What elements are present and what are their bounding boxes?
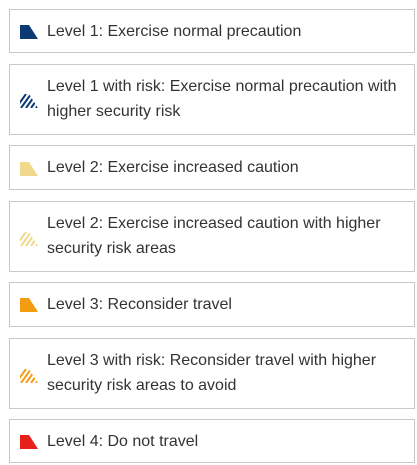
legend-label-level-1-with-risk: Level 1 with risk: Exercise normal preca… xyxy=(47,74,406,124)
legend-label-level-2: Level 2: Exercise increased caution xyxy=(47,155,406,180)
level-3-flag-shape xyxy=(20,298,38,312)
level-4-flag-shape xyxy=(20,435,38,449)
level-2-flag-shape xyxy=(20,162,38,176)
level-3-risk-hatched-flag-icon xyxy=(20,369,38,383)
legend-item-level-1[interactable]: Level 1: Exercise normal precaution xyxy=(9,9,415,53)
legend-item-level-3-with-risk[interactable]: Level 3 with risk: Reconsider travel wit… xyxy=(9,338,415,409)
legend-label-level-4: Level 4: Do not travel xyxy=(47,429,406,454)
legend-label-level-2-with-risk: Level 2: Exercise increased caution with… xyxy=(47,211,406,261)
level-4-flag-icon xyxy=(20,435,38,449)
level-1-risk-hatched-flag-icon xyxy=(20,94,38,108)
legend-item-level-1-with-risk[interactable]: Level 1 with risk: Exercise normal preca… xyxy=(9,64,415,135)
level-1-flag-shape xyxy=(20,25,38,39)
level-3-flag-icon xyxy=(20,298,38,312)
legend-label-level-3: Level 3: Reconsider travel xyxy=(47,292,406,317)
legend-item-level-3[interactable]: Level 3: Reconsider travel xyxy=(9,282,415,327)
legend-label-level-1: Level 1: Exercise normal precaution xyxy=(47,19,406,44)
legend-label-level-3-with-risk: Level 3 with risk: Reconsider travel wit… xyxy=(47,348,406,398)
legend-item-level-4[interactable]: Level 4: Do not travel xyxy=(9,419,415,463)
level-1-flag-icon xyxy=(20,25,38,39)
legend-item-level-2[interactable]: Level 2: Exercise increased caution xyxy=(9,145,415,190)
level-2-flag-icon xyxy=(20,162,38,176)
level-2-risk-hatched-flag-icon xyxy=(20,232,38,246)
legend-item-level-2-with-risk[interactable]: Level 2: Exercise increased caution with… xyxy=(9,201,415,272)
